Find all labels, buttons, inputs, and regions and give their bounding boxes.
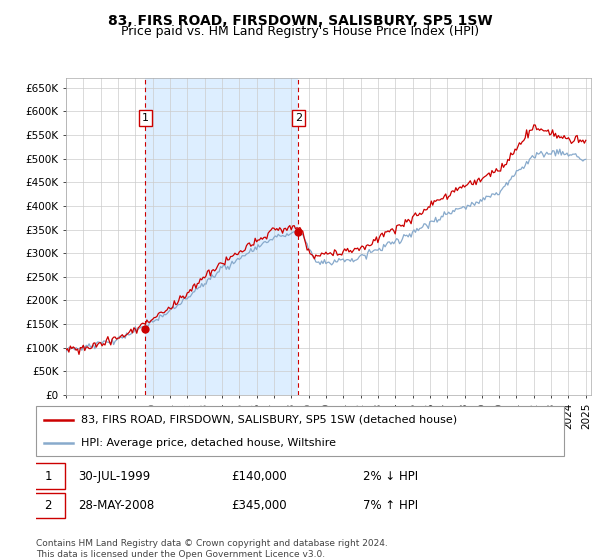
Text: HPI: Average price, detached house, Wiltshire: HPI: Average price, detached house, Wilt… [81,438,336,448]
Text: 83, FIRS ROAD, FIRSDOWN, SALISBURY, SP5 1SW: 83, FIRS ROAD, FIRSDOWN, SALISBURY, SP5 … [107,14,493,28]
Bar [145,78,298,395]
FancyBboxPatch shape [32,493,65,519]
FancyBboxPatch shape [36,406,564,456]
Text: 7% ↑ HPI: 7% ↑ HPI [364,499,418,512]
Text: 1: 1 [44,470,52,483]
Text: 2% ↓ HPI: 2% ↓ HPI [364,470,418,483]
Text: 28-MAY-2008: 28-MAY-2008 [78,499,154,512]
Text: 1: 1 [142,113,149,123]
Text: 30-JUL-1999: 30-JUL-1999 [78,470,151,483]
FancyBboxPatch shape [32,463,65,489]
Text: Price paid vs. HM Land Registry's House Price Index (HPI): Price paid vs. HM Land Registry's House … [121,25,479,38]
Text: £140,000: £140,000 [232,470,287,483]
Text: 2: 2 [44,499,52,512]
Text: 2: 2 [295,113,302,123]
Text: 83, FIRS ROAD, FIRSDOWN, SALISBURY, SP5 1SW (detached house): 83, FIRS ROAD, FIRSDOWN, SALISBURY, SP5 … [81,414,457,424]
Text: Contains HM Land Registry data © Crown copyright and database right 2024.
This d: Contains HM Land Registry data © Crown c… [36,539,388,559]
Text: £345,000: £345,000 [232,499,287,512]
